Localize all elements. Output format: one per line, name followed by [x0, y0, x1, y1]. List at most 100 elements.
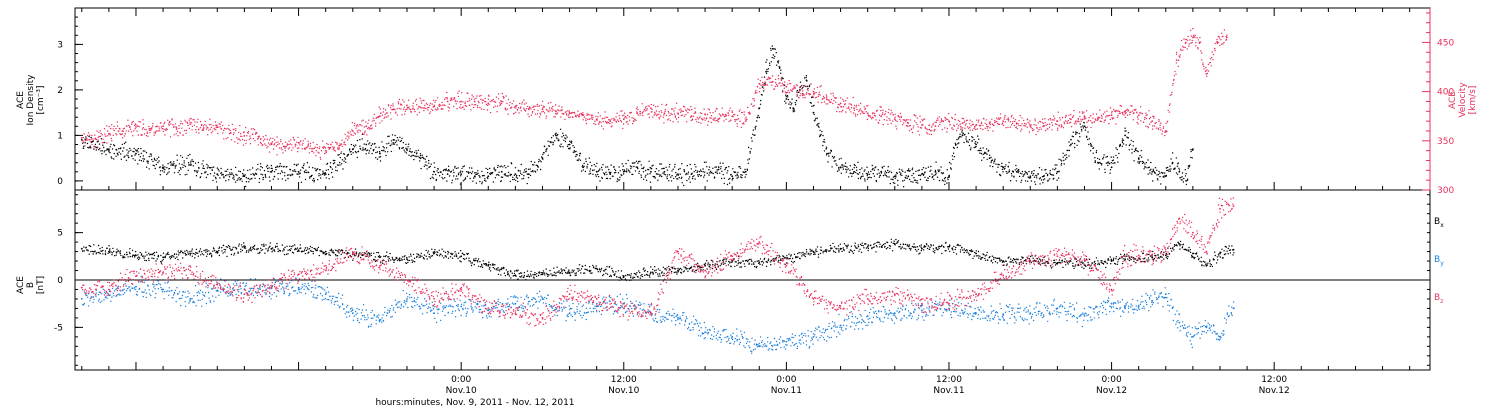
- density-point: [901, 169, 902, 170]
- density-point: [575, 151, 576, 152]
- velocity-point: [1122, 113, 1123, 114]
- velocity-point: [683, 111, 684, 112]
- density-point: [858, 174, 859, 175]
- velocity-point: [607, 117, 608, 118]
- density-point: [1102, 158, 1103, 159]
- velocity-point: [276, 136, 277, 137]
- velocity-point: [797, 94, 798, 95]
- density-point: [1080, 123, 1081, 124]
- field-bx-point: [185, 253, 186, 254]
- density-point: [805, 77, 806, 78]
- density-point: [879, 175, 880, 176]
- field-bx-point: [313, 253, 314, 254]
- velocity-point: [857, 114, 858, 115]
- density-point: [775, 49, 776, 50]
- density-point: [1008, 171, 1009, 172]
- density-point: [148, 161, 149, 162]
- density-point: [155, 160, 156, 161]
- velocity-point: [818, 94, 819, 95]
- density-point: [1181, 176, 1182, 177]
- velocity-point: [542, 107, 543, 108]
- velocity-point: [146, 129, 147, 130]
- field-bx-point: [167, 252, 168, 253]
- density-point: [578, 158, 579, 159]
- velocity-point: [254, 140, 255, 141]
- velocity-point: [1065, 117, 1066, 118]
- velocity-point: [357, 125, 358, 126]
- density-point: [320, 174, 321, 175]
- density-point: [935, 174, 936, 175]
- density-point: [1150, 169, 1151, 170]
- velocity-point: [907, 119, 908, 120]
- velocity-point: [885, 111, 886, 112]
- density-point: [735, 175, 736, 176]
- velocity-point: [661, 112, 662, 113]
- velocity-point: [242, 139, 243, 140]
- velocity-point: [927, 129, 928, 130]
- velocity-point: [835, 102, 836, 103]
- velocity-point: [315, 146, 316, 147]
- density-point: [589, 170, 590, 171]
- field-bx-point: [290, 248, 291, 249]
- density-point: [458, 167, 459, 168]
- density-point: [1158, 171, 1159, 172]
- velocity-point: [540, 114, 541, 115]
- velocity-point: [1210, 62, 1211, 63]
- velocity-point: [82, 140, 83, 141]
- density-point: [569, 141, 570, 142]
- velocity-point: [567, 110, 568, 111]
- density-point: [267, 165, 268, 166]
- density-point: [1109, 173, 1110, 174]
- velocity-point: [936, 122, 937, 123]
- density-point: [962, 130, 963, 131]
- density-point: [671, 175, 672, 176]
- field-bx-point: [250, 248, 251, 249]
- velocity-point: [687, 112, 688, 113]
- velocity-point: [1169, 111, 1170, 112]
- density-point: [645, 175, 646, 176]
- density-point: [1072, 143, 1073, 144]
- velocity-point: [325, 150, 327, 152]
- density-point: [206, 164, 207, 165]
- velocity-point: [548, 111, 549, 112]
- density-point: [877, 173, 878, 174]
- density-point: [852, 169, 853, 170]
- density-point: [215, 178, 216, 179]
- velocity-point: [913, 127, 914, 128]
- density-point: [141, 153, 142, 154]
- velocity-point: [508, 99, 509, 100]
- velocity-point: [859, 110, 860, 111]
- velocity-point: [323, 148, 324, 149]
- velocity-point: [592, 117, 593, 118]
- velocity-point: [621, 110, 622, 111]
- density-point: [1005, 164, 1006, 165]
- velocity-point: [326, 151, 327, 152]
- velocity-point: [435, 100, 436, 101]
- density-point: [449, 170, 450, 171]
- density-point: [538, 166, 539, 167]
- velocity-point: [977, 128, 978, 129]
- velocity-point: [843, 106, 844, 107]
- velocity-point: [654, 112, 655, 113]
- field-bx-point: [217, 252, 218, 253]
- density-point: [332, 176, 333, 177]
- field-bx-point: [309, 248, 310, 249]
- velocity-point: [408, 100, 409, 101]
- velocity-point: [706, 117, 707, 118]
- velocity-point: [962, 122, 964, 124]
- velocity-point: [888, 118, 889, 119]
- field-bx-point: [264, 253, 265, 254]
- velocity-point: [663, 117, 664, 118]
- velocity-point: [549, 107, 550, 108]
- density-point: [913, 173, 914, 174]
- velocity-point: [1010, 121, 1011, 122]
- velocity-point: [347, 132, 348, 133]
- density-point: [838, 167, 839, 168]
- density-point: [162, 170, 163, 171]
- density-point: [1124, 135, 1126, 137]
- velocity-point: [364, 132, 365, 133]
- density-point: [717, 169, 718, 170]
- velocity-point: [107, 130, 108, 131]
- velocity-point: [956, 130, 957, 131]
- density-point: [419, 160, 420, 161]
